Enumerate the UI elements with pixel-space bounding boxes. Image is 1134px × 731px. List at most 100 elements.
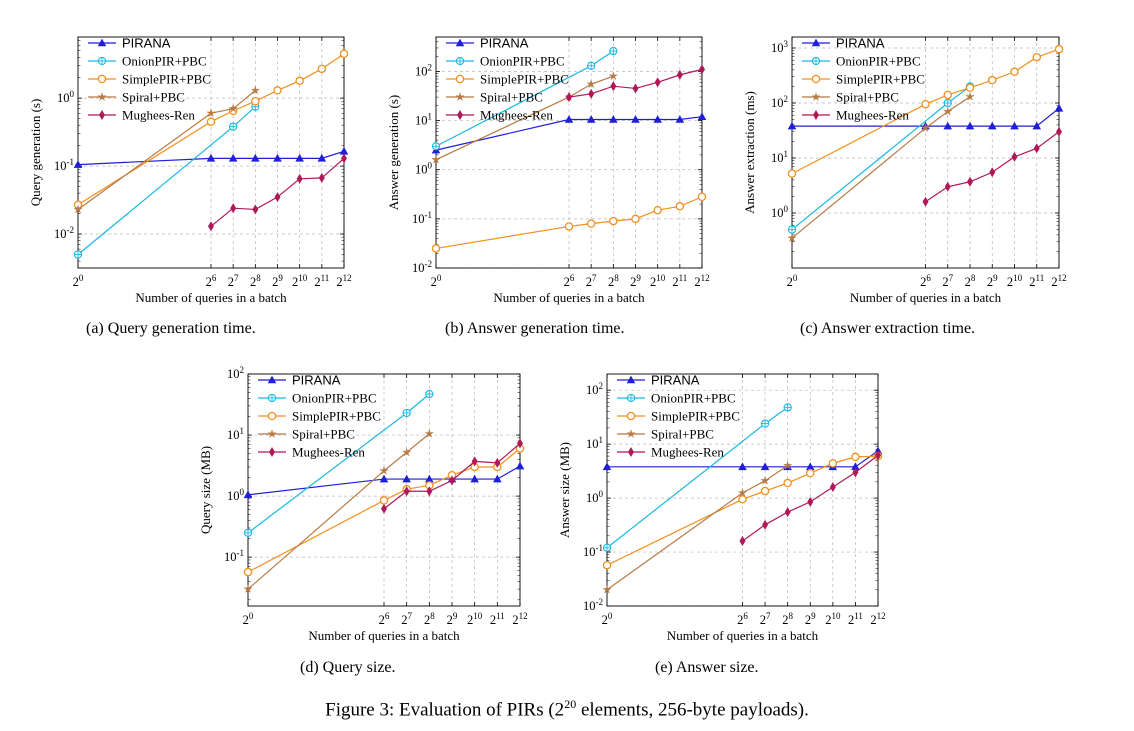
- chart-a-xlabel: Number of queries in a batch: [135, 290, 287, 305]
- data-point: [317, 64, 327, 74]
- x-tick-label: 26: [920, 273, 931, 289]
- data-point: [424, 428, 435, 438]
- x-tick-label: 26: [737, 611, 748, 627]
- data-point: [654, 77, 661, 88]
- data-point: [208, 221, 214, 232]
- data-point: [943, 121, 953, 130]
- series-line: [607, 450, 879, 468]
- data-point: [921, 99, 930, 109]
- data-point: [632, 83, 639, 94]
- chart-a-ticks: [77, 37, 345, 268]
- x-tick-label: 210: [650, 273, 666, 289]
- series-line: [247, 433, 430, 590]
- x-tick-label: 28: [782, 611, 793, 627]
- data-point: [431, 142, 441, 151]
- x-tick-label: 29: [272, 273, 283, 289]
- data-point: [251, 153, 260, 162]
- data-point: [787, 169, 797, 178]
- data-point: [989, 167, 996, 178]
- data-point: [564, 222, 574, 231]
- data-point: [676, 69, 683, 80]
- y-tick-label: 102: [415, 62, 432, 78]
- data-point: [515, 461, 525, 470]
- series-line: [435, 116, 703, 151]
- series-onionpir-pbc: [243, 389, 434, 538]
- series-spiral-pbc: [243, 428, 435, 594]
- y-tick-label: 102: [227, 365, 244, 381]
- x-tick-label: 211: [848, 611, 863, 627]
- y-tick-label: 100: [586, 489, 604, 505]
- data-point: [401, 447, 412, 457]
- legend-marker: [811, 38, 821, 47]
- y-tick-label: 10-1: [224, 548, 244, 564]
- x-tick-label: 28: [608, 273, 619, 289]
- legend-label: OnionPIR+PBC: [122, 54, 207, 69]
- data-point: [566, 92, 572, 103]
- data-point: [987, 121, 997, 130]
- data-point: [243, 528, 253, 538]
- data-point: [1032, 52, 1042, 62]
- data-point: [73, 250, 83, 259]
- x-tick-label: 26: [206, 273, 217, 289]
- data-point: [228, 153, 238, 162]
- series-simplepir-pbc: [602, 451, 883, 570]
- data-point: [988, 75, 997, 85]
- data-point: [967, 176, 973, 187]
- series-spiral-pbc: [787, 91, 975, 243]
- series-line: [435, 75, 614, 161]
- legend-label: SimplePIR+PBC: [122, 72, 211, 87]
- legend-marker: [626, 428, 636, 439]
- x-tick-label: 211: [490, 611, 505, 627]
- data-point: [587, 61, 596, 70]
- series-pirana: [73, 146, 349, 168]
- legend-label: Spiral+PBC: [292, 427, 355, 442]
- data-point: [608, 71, 619, 81]
- series-spiral-pbc: [73, 85, 261, 214]
- chart-e-legend: PIRANA OnionPIR+PBC SimplePIR+PBC Spiral+PB…: [617, 373, 740, 460]
- chart-c-xlabel: Number of queries in a batch: [850, 290, 1002, 305]
- y-tick-label: 10-2: [412, 259, 432, 275]
- legend-marker: [97, 91, 107, 102]
- legend-label: PIRANA: [292, 373, 341, 388]
- legend-label: Mughees-Ren: [651, 445, 724, 460]
- x-tick-label: 212: [1051, 273, 1066, 289]
- data-point: [602, 462, 612, 471]
- data-point: [471, 456, 478, 467]
- data-point: [494, 457, 501, 468]
- x-tick-label: 28: [250, 273, 261, 289]
- y-tick-label: 10-1: [583, 543, 603, 559]
- data-point: [229, 122, 238, 131]
- series-onionpir-pbc: [431, 46, 618, 151]
- data-point: [828, 459, 838, 468]
- legend-label: PIRANA: [122, 36, 171, 51]
- x-tick-label: 20: [73, 273, 84, 289]
- legend-label: Spiral+PBC: [122, 90, 185, 105]
- data-point: [737, 487, 748, 498]
- data-point: [1056, 126, 1062, 137]
- data-point: [944, 181, 951, 192]
- data-point: [675, 202, 685, 211]
- legend-label: PIRANA: [836, 36, 885, 51]
- data-point: [602, 543, 612, 552]
- data-point: [586, 79, 597, 89]
- legend-marker: [267, 428, 277, 439]
- series-line: [247, 465, 521, 496]
- legend-marker: [267, 411, 277, 421]
- legend-marker: [97, 38, 107, 47]
- data-point: [73, 160, 83, 168]
- data-point: [602, 584, 612, 594]
- x-tick-label: 27: [586, 273, 597, 289]
- legend-marker: [99, 110, 105, 120]
- legend-label: PIRANA: [480, 36, 529, 51]
- data-point: [783, 478, 792, 488]
- y-tick-label: 102: [771, 94, 788, 110]
- data-point: [431, 154, 441, 164]
- figure-caption-prefix: Figure 3: Evaluation of PIRs (2: [325, 699, 565, 721]
- data-point: [697, 192, 707, 202]
- legend-marker: [626, 393, 636, 403]
- data-point: [379, 474, 389, 483]
- data-point: [251, 97, 260, 106]
- data-point: [609, 216, 618, 226]
